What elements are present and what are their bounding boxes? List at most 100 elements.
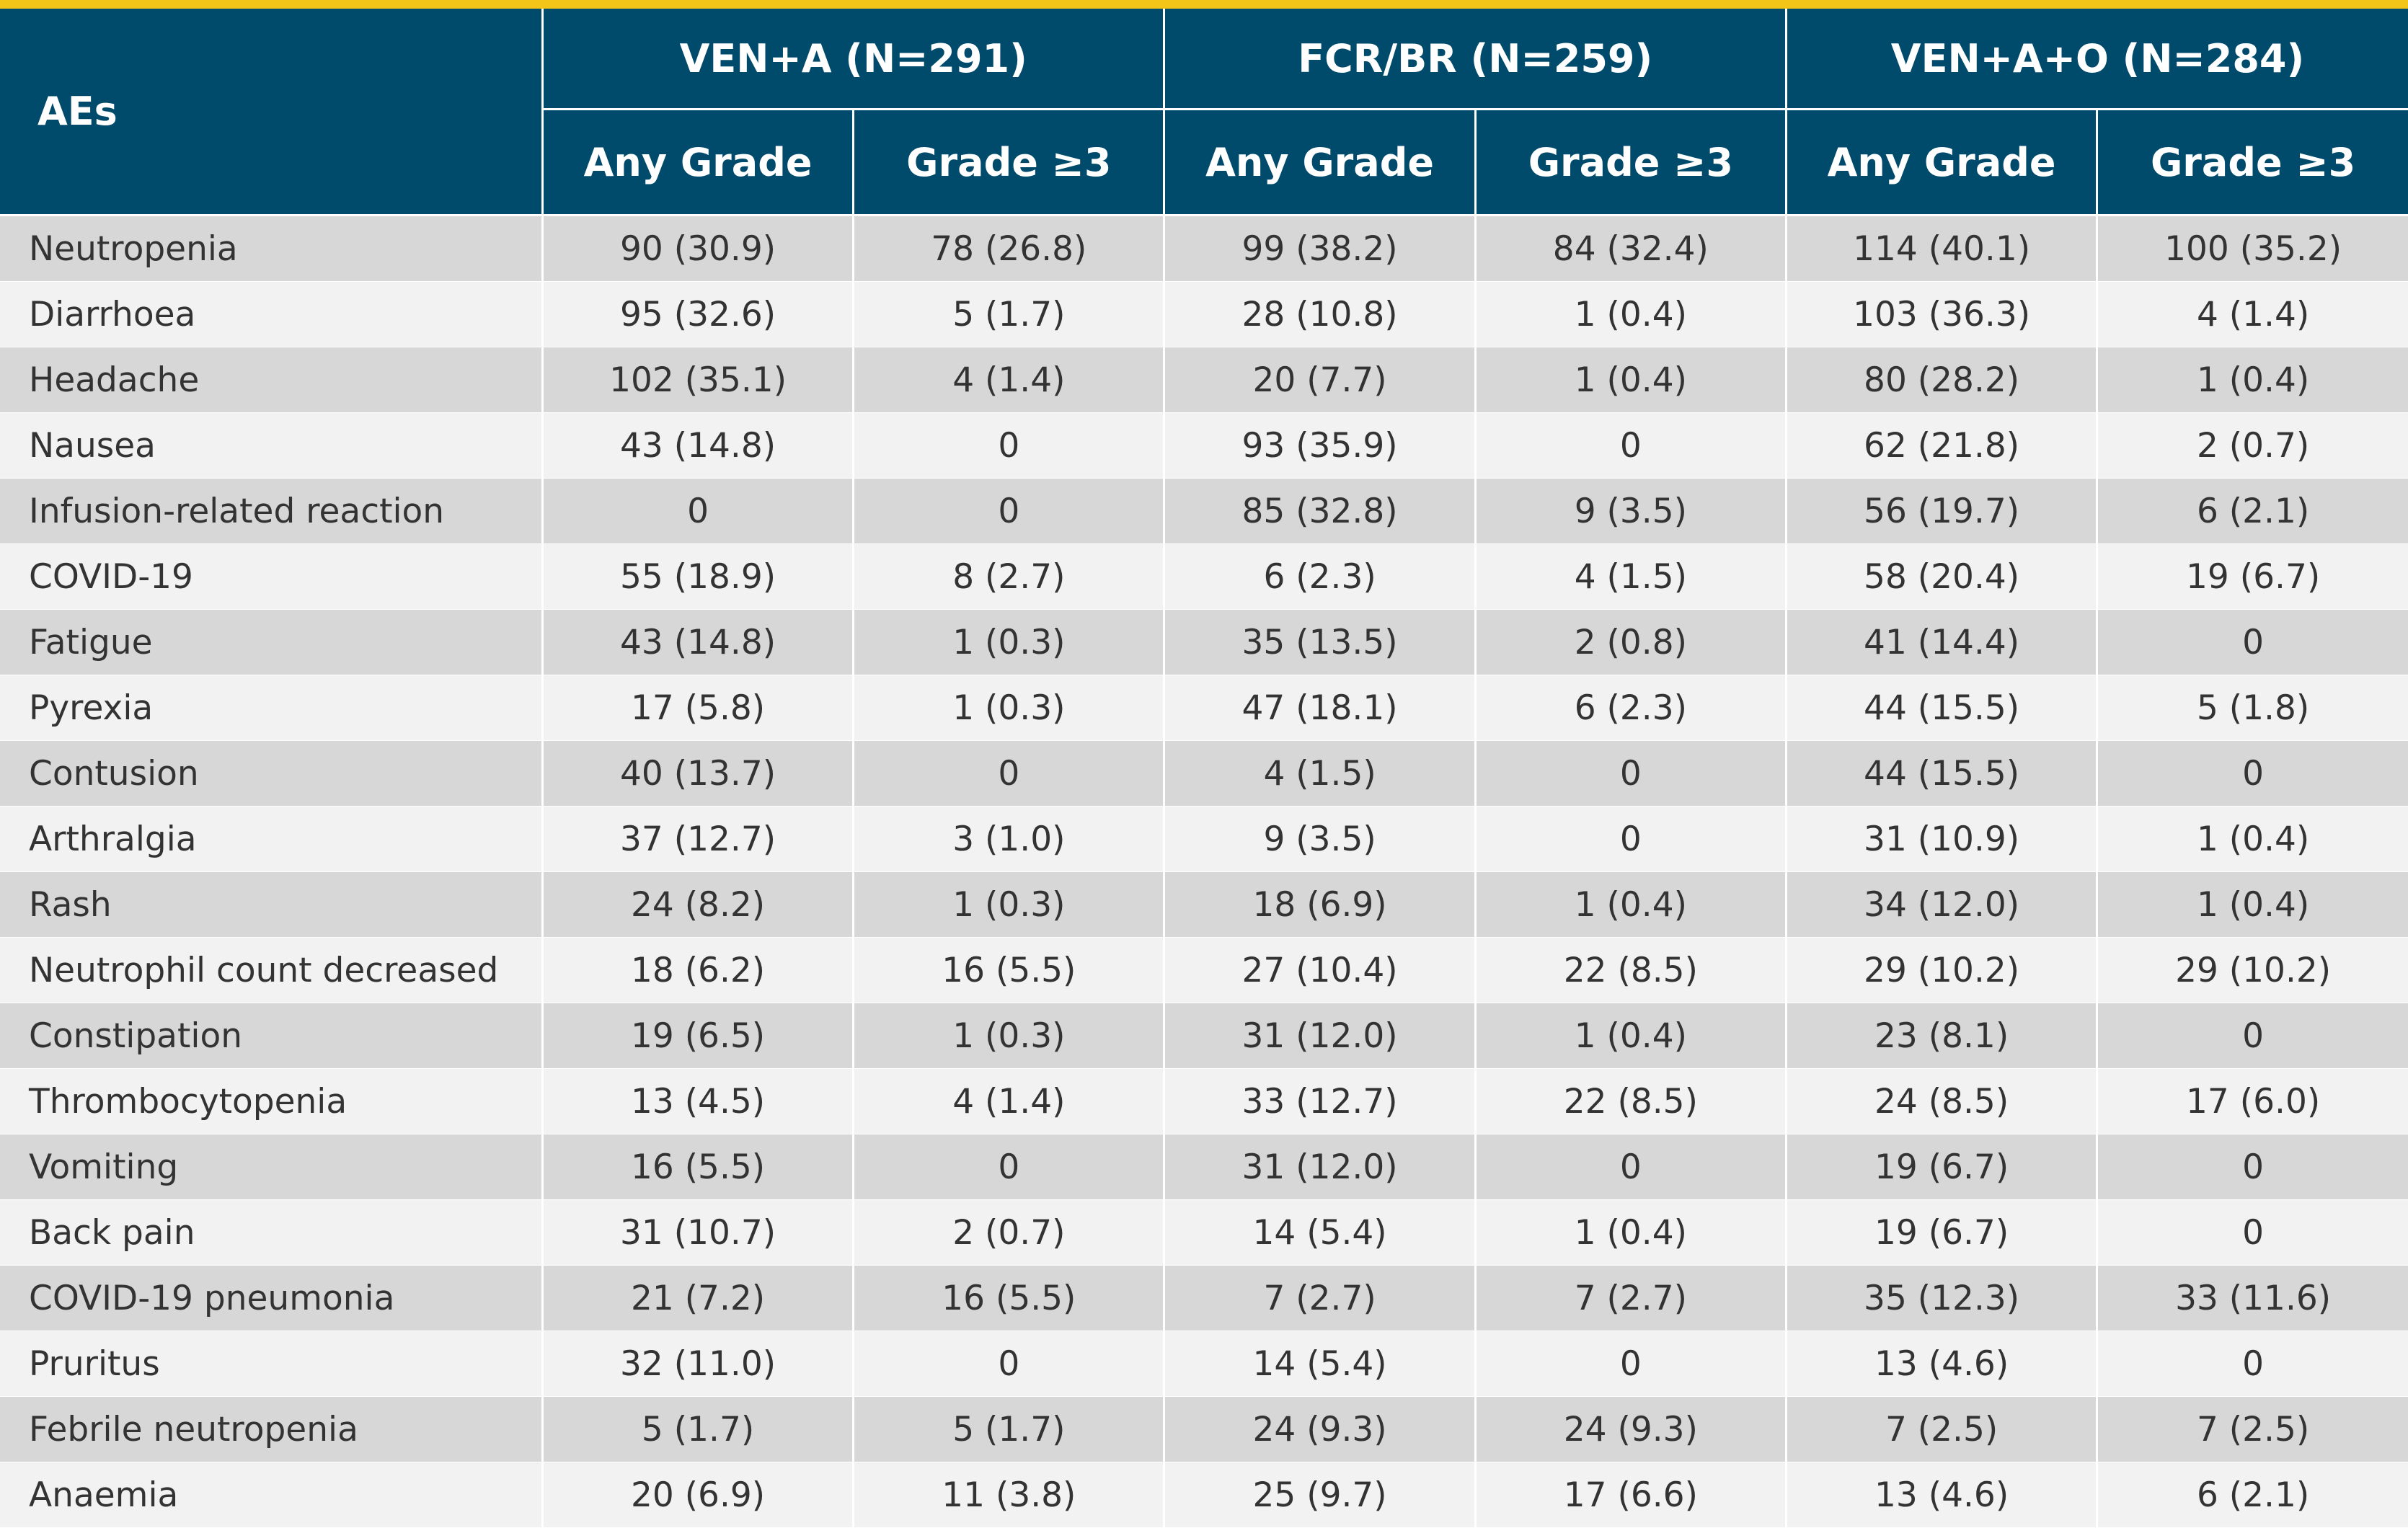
cell-ven-a-grade3: 0 <box>853 1331 1166 1397</box>
cell-ven-a-any: 19 (6.5) <box>542 1003 855 1069</box>
ae-name-cell: Fatigue <box>0 609 544 675</box>
cell-fcr-br-grade3: 0 <box>1475 740 1787 807</box>
header-any-grade: Any Grade <box>1163 108 1477 216</box>
cell-ven-a-any: 95 (32.6) <box>542 281 855 347</box>
cell-fcr-br-grade3: 2 (0.8) <box>1475 609 1787 675</box>
cell-ven-a-o-grade3: 6 (2.1) <box>2097 478 2408 544</box>
cell-fcr-br-any: 31 (12.0) <box>1164 1003 1477 1069</box>
ae-name-cell: Rash <box>0 871 544 938</box>
cell-fcr-br-grade3: 22 (8.5) <box>1475 937 1787 1003</box>
header-row-grades: Any Grade Grade ≥3 Any Grade Grade ≥3 An… <box>0 108 2408 216</box>
header-any-grade: Any Grade <box>541 108 855 216</box>
table-row: Pruritus 32 (11.0) 0 14 (5.4) 0 13 (4.6) 0 <box>0 1331 2408 1397</box>
cell-ven-a-o-any: 44 (15.5) <box>1786 675 2099 741</box>
cell-ven-a-o-grade3: 2 (0.7) <box>2097 412 2408 479</box>
cell-ven-a-o-any: 24 (8.5) <box>1786 1068 2099 1134</box>
table-row: Fatigue 43 (14.8) 1 (0.3) 35 (13.5) 2 (0.8) 4… <box>0 609 2408 675</box>
cell-fcr-br-any: 31 (12.0) <box>1164 1134 1477 1200</box>
cell-ven-a-o-grade3: 1 (0.4) <box>2097 347 2408 413</box>
cell-ven-a-any: 21 (7.2) <box>542 1265 855 1331</box>
table-row: Pyrexia 17 (5.8) 1 (0.3) 47 (18.1) 6 (2.3) 44… <box>0 675 2408 741</box>
ae-name-cell: Diarrhoea <box>0 281 544 347</box>
cell-fcr-br-grade3: 7 (2.7) <box>1475 1265 1787 1331</box>
header-grade-3: Grade ≥3 <box>2096 108 2408 216</box>
cell-fcr-br-any: 4 (1.5) <box>1164 740 1477 807</box>
header-aes: AEs <box>0 9 544 216</box>
cell-fcr-br-any: 14 (5.4) <box>1164 1199 1477 1266</box>
cell-ven-a-o-grade3: 4 (1.4) <box>2097 281 2408 347</box>
header-group-ven-a: VEN+A (N=291) <box>541 9 1166 110</box>
cell-fcr-br-grade3: 1 (0.4) <box>1475 281 1787 347</box>
table-row: Nausea 43 (14.8) 0 93 (35.9) 0 62 (21.8) 2 (0.… <box>0 412 2408 479</box>
cell-ven-a-o-any: 34 (12.0) <box>1786 871 2099 938</box>
ae-name-cell: Arthralgia <box>0 806 544 872</box>
cell-fcr-br-grade3: 4 (1.5) <box>1475 543 1787 610</box>
cell-ven-a-o-grade3: 0 <box>2097 1134 2408 1200</box>
header-group-ven-a-o: VEN+A+O (N=284) <box>1784 9 2408 110</box>
table-row: Febrile neutropenia 5 (1.7) 5 (1.7) 24 (9.3… <box>0 1396 2408 1462</box>
cell-ven-a-o-any: 31 (10.9) <box>1786 806 2099 872</box>
cell-fcr-br-any: 27 (10.4) <box>1164 937 1477 1003</box>
table-row: Thrombocytopenia 13 (4.5) 4 (1.4) 33 (12.7)… <box>0 1068 2408 1134</box>
cell-ven-a-grade3: 16 (5.5) <box>853 937 1166 1003</box>
cell-ven-a-grade3: 0 <box>853 478 1166 544</box>
cell-fcr-br-any: 25 (9.7) <box>1164 1462 1477 1528</box>
cell-fcr-br-any: 47 (18.1) <box>1164 675 1477 741</box>
cell-ven-a-o-grade3: 19 (6.7) <box>2097 543 2408 610</box>
cell-ven-a-o-any: 44 (15.5) <box>1786 740 2099 807</box>
cell-ven-a-any: 43 (14.8) <box>542 412 855 479</box>
header-grade-3: Grade ≥3 <box>852 108 1166 216</box>
cell-fcr-br-any: 93 (35.9) <box>1164 412 1477 479</box>
cell-fcr-br-any: 7 (2.7) <box>1164 1265 1477 1331</box>
header-row-groups: AEs VEN+A (N=291) FCR/BR (N=259) VEN+A+O… <box>0 9 2408 216</box>
table-body: Neutropenia 90 (30.9) 78 (26.8) 99 (38.2) 84… <box>0 215 2408 1528</box>
table-header: AEs VEN+A (N=291) FCR/BR (N=259) VEN+A+O… <box>0 9 2408 216</box>
cell-ven-a-o-grade3: 6 (2.1) <box>2097 1462 2408 1528</box>
cell-ven-a-grade3: 4 (1.4) <box>853 347 1166 413</box>
cell-ven-a-o-any: 19 (6.7) <box>1786 1199 2099 1266</box>
cell-ven-a-any: 0 <box>542 478 855 544</box>
cell-ven-a-any: 55 (18.9) <box>542 543 855 610</box>
cell-ven-a-o-any: 80 (28.2) <box>1786 347 2099 413</box>
cell-ven-a-grade3: 0 <box>853 1134 1166 1200</box>
cell-ven-a-o-grade3: 0 <box>2097 609 2408 675</box>
cell-ven-a-grade3: 0 <box>853 412 1166 479</box>
cell-ven-a-any: 90 (30.9) <box>542 215 855 282</box>
cell-ven-a-grade3: 1 (0.3) <box>853 1003 1166 1069</box>
ae-name-cell: Neutropenia <box>0 215 544 282</box>
cell-fcr-br-any: 9 (3.5) <box>1164 806 1477 872</box>
cell-ven-a-o-grade3: 0 <box>2097 1003 2408 1069</box>
cell-ven-a-o-grade3: 1 (0.4) <box>2097 806 2408 872</box>
table-row: Headache 102 (35.1) 4 (1.4) 20 (7.7) 1 (0.4)… <box>0 347 2408 413</box>
cell-ven-a-grade3: 0 <box>853 740 1166 807</box>
ae-name-cell: Constipation <box>0 1003 544 1069</box>
cell-ven-a-o-grade3: 33 (11.6) <box>2097 1265 2408 1331</box>
cell-fcr-br-grade3: 9 (3.5) <box>1475 478 1787 544</box>
ae-name-cell: Febrile neutropenia <box>0 1396 544 1462</box>
cell-ven-a-any: 13 (4.5) <box>542 1068 855 1134</box>
ae-name-cell: Pruritus <box>0 1331 544 1397</box>
cell-fcr-br-any: 24 (9.3) <box>1164 1396 1477 1462</box>
cell-fcr-br-grade3: 22 (8.5) <box>1475 1068 1787 1134</box>
cell-fcr-br-any: 85 (32.8) <box>1164 478 1477 544</box>
cell-ven-a-o-grade3: 17 (6.0) <box>2097 1068 2408 1134</box>
cell-ven-a-o-grade3: 5 (1.8) <box>2097 675 2408 741</box>
cell-ven-a-o-grade3: 100 (35.2) <box>2097 215 2408 282</box>
cell-fcr-br-grade3: 1 (0.4) <box>1475 347 1787 413</box>
table-row: Constipation 19 (6.5) 1 (0.3) 31 (12.0) 1 (0… <box>0 1003 2408 1069</box>
table-row: COVID-19 pneumonia 21 (7.2) 16 (5.5) 7 (2.7… <box>0 1265 2408 1331</box>
table-row: Infusion-related reaction 0 0 85 (32.8) 9 (3… <box>0 478 2408 544</box>
cell-fcr-br-any: 28 (10.8) <box>1164 281 1477 347</box>
table-row: Neutrophil count decreased 18 (6.2) 16 (5.… <box>0 937 2408 1003</box>
cell-ven-a-grade3: 1 (0.3) <box>853 871 1166 938</box>
cell-ven-a-o-grade3: 1 (0.4) <box>2097 871 2408 938</box>
ae-name-cell: COVID-19 <box>0 543 544 610</box>
cell-fcr-br-grade3: 1 (0.4) <box>1475 1199 1787 1266</box>
cell-ven-a-grade3: 11 (3.8) <box>853 1462 1166 1528</box>
cell-ven-a-o-grade3: 0 <box>2097 1199 2408 1266</box>
cell-ven-a-o-grade3: 7 (2.5) <box>2097 1396 2408 1462</box>
cell-ven-a-o-any: 114 (40.1) <box>1786 215 2099 282</box>
cell-fcr-br-grade3: 84 (32.4) <box>1475 215 1787 282</box>
cell-ven-a-grade3: 1 (0.3) <box>853 609 1166 675</box>
ae-name-cell: Contusion <box>0 740 544 807</box>
